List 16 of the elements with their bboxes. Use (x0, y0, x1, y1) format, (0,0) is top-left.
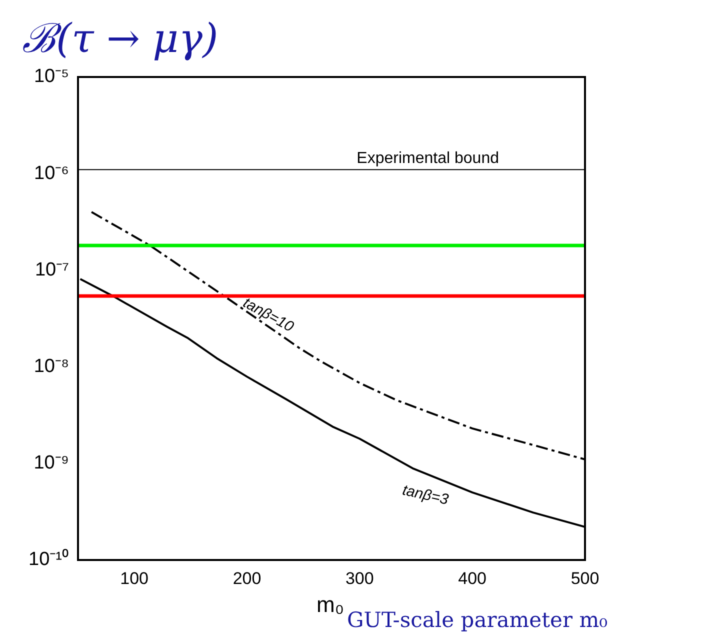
text: tanβ=3 (400, 482, 451, 509)
x-tick-label: 400 (458, 568, 487, 588)
x-tick-label: 200 (232, 568, 262, 588)
text: GUT-scale parameter m₀ (347, 608, 608, 632)
x-tick-label: 300 (345, 568, 374, 588)
ref-line-label: Experimental bound (356, 150, 499, 168)
chart-title: ℬ(τ → μγ) (22, 16, 218, 62)
y-tick-label: 10⁻⁵ (34, 66, 69, 88)
y-tick-label: 10⁻⁷ (34, 259, 70, 280)
y-tick-label: 10⁻⁶ (34, 162, 69, 184)
x-tick-label: 500 (570, 568, 600, 588)
x-axis-title: m₀ (316, 592, 344, 617)
y-tick-label: 10⁻⁹ (34, 452, 69, 474)
y-tick-label: 10⁻¹⁰ (28, 548, 69, 570)
y-tick-label: 10⁻⁸ (34, 356, 69, 378)
x-tick-label: 100 (120, 568, 149, 588)
